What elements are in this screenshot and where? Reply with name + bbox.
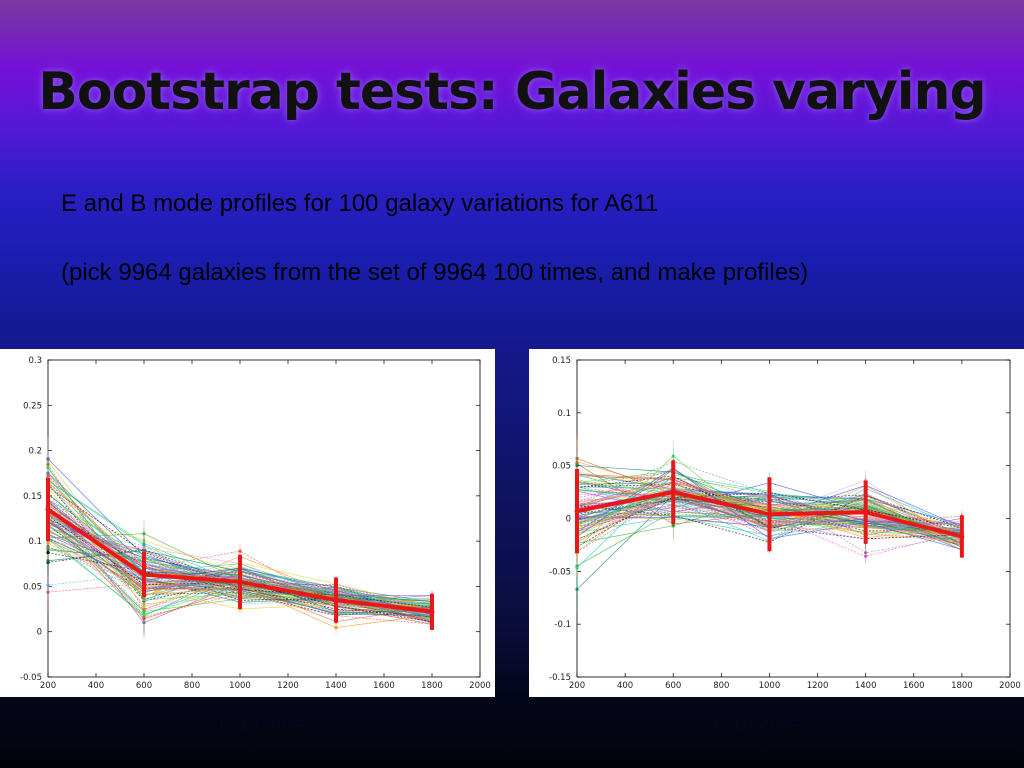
e-variation-line bbox=[47, 552, 433, 608]
e-mean-point bbox=[141, 572, 147, 578]
slide-title: Bootstrap tests: Galaxies varying bbox=[38, 62, 987, 122]
b-x-tick-label: 400 bbox=[617, 681, 633, 691]
e-x-tick-label: 1800 bbox=[421, 681, 443, 691]
description-line-2: (pick 9964 galaxies from the set of 9964… bbox=[61, 259, 809, 286]
e-y-tick-label: 0.05 bbox=[23, 582, 42, 592]
e-x-tick-label: 1400 bbox=[325, 681, 347, 691]
b-y-tick-label: -0.1 bbox=[554, 620, 571, 630]
b-variation-line bbox=[576, 475, 962, 540]
b-mean-point bbox=[574, 508, 580, 514]
e-y-tick-label: 0 bbox=[37, 628, 42, 638]
e-variation-line bbox=[47, 573, 433, 609]
b-x-tick-label: 200 bbox=[569, 681, 585, 691]
b-profile-caption: B profile bbox=[712, 706, 801, 733]
e-x-tick-label: 1600 bbox=[373, 681, 395, 691]
b-mean-point bbox=[670, 489, 676, 495]
b-x-tick-label: 2000 bbox=[999, 681, 1021, 691]
description-line-1: E and B mode profiles for 100 galaxy var… bbox=[61, 190, 659, 217]
e-y-tick-label: 0.25 bbox=[23, 401, 42, 411]
e-profile-chart: 200 400 600 800 1000 1200 1400 1600 1800 2000 -0.0… bbox=[0, 349, 495, 697]
e-y-tick-label: 0.15 bbox=[23, 492, 42, 502]
e-x-tick-label: 200 bbox=[40, 681, 56, 691]
e-profile-plot: 200 400 600 800 1000 1200 1400 1600 1800 2000 -0.0… bbox=[20, 356, 491, 691]
b-variation-line bbox=[576, 480, 962, 526]
b-x-tick-label: 1600 bbox=[903, 681, 925, 691]
e-x-tick-label: 600 bbox=[136, 681, 152, 691]
e-x-tick-label: 2000 bbox=[469, 681, 491, 691]
e-mean-point bbox=[429, 609, 435, 615]
b-x-tick-label: 1200 bbox=[807, 681, 829, 691]
e-y-tick-label: -0.05 bbox=[20, 673, 42, 683]
e-x-tick-label: 1200 bbox=[277, 681, 299, 691]
e-x-tick-label: 400 bbox=[88, 681, 104, 691]
e-variation-point bbox=[46, 551, 50, 555]
e-mean-point bbox=[333, 597, 339, 603]
e-plot-frame bbox=[47, 359, 481, 678]
e-x-tick-label: 1000 bbox=[229, 681, 251, 691]
b-mean-point bbox=[959, 533, 965, 539]
e-variation-point bbox=[142, 617, 146, 621]
b-x-tick-label: 1800 bbox=[951, 681, 973, 691]
e-mean-point bbox=[45, 506, 51, 512]
e-y-tick-label: 0.1 bbox=[28, 537, 42, 547]
b-variation-line bbox=[576, 482, 962, 557]
e-x-tick-label: 800 bbox=[184, 681, 200, 691]
b-mean-point bbox=[766, 511, 772, 517]
e-variation-point bbox=[46, 583, 50, 587]
e-variation-point bbox=[334, 626, 338, 630]
e-y-tick-label: 0.2 bbox=[28, 447, 42, 457]
b-profile-plot: 200 400 600 800 1000 1200 1400 1600 1800 2000 -0.1… bbox=[549, 356, 1021, 691]
e-y-tick-label: 0.3 bbox=[28, 356, 42, 366]
e-mean-point bbox=[237, 579, 243, 585]
e-variation-line bbox=[47, 475, 433, 612]
b-x-tick-label: 1400 bbox=[855, 681, 877, 691]
b-variation-line bbox=[576, 493, 963, 542]
e-profile-caption: E profile bbox=[218, 706, 307, 733]
b-profile-chart: 200 400 600 800 1000 1200 1400 1600 1800 2000 -0.1… bbox=[529, 349, 1024, 697]
b-y-tick-label: 0.1 bbox=[557, 409, 571, 419]
b-y-tick-label: 0.05 bbox=[552, 462, 571, 472]
b-x-tick-label: 1000 bbox=[759, 681, 781, 691]
b-variation-point bbox=[864, 551, 868, 555]
b-y-tick-label: 0 bbox=[566, 515, 571, 525]
b-y-tick-label: -0.05 bbox=[549, 567, 571, 577]
b-y-tick-label: 0.15 bbox=[552, 356, 571, 366]
e-variation-line bbox=[47, 494, 433, 602]
b-mean-point bbox=[863, 509, 869, 515]
b-y-tick-label: -0.15 bbox=[549, 673, 571, 683]
b-x-tick-label: 800 bbox=[713, 681, 729, 691]
b-x-tick-label: 600 bbox=[665, 681, 681, 691]
